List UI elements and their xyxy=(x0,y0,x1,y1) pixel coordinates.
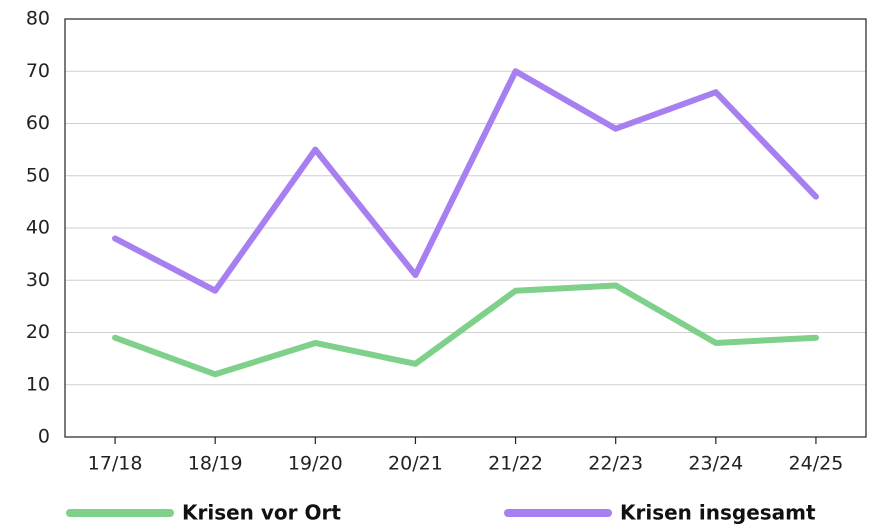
y-tick-label: 0 xyxy=(38,426,50,448)
x-tick-label: 23/24 xyxy=(688,453,743,475)
y-tick-label: 30 xyxy=(26,269,50,291)
y-tick-label: 10 xyxy=(26,373,50,395)
plot-frame xyxy=(64,18,867,438)
x-tick-label: 18/19 xyxy=(188,453,243,475)
line-series xyxy=(112,68,819,294)
x-tick-label: 20/21 xyxy=(388,453,443,475)
x-tick-label: 24/25 xyxy=(789,453,844,475)
x-tick-label: 21/22 xyxy=(488,453,543,475)
x-tick-label: 17/18 xyxy=(88,453,143,475)
y-tick-label: 50 xyxy=(26,164,50,186)
y-tick-label: 40 xyxy=(26,217,50,239)
y-tick-label: 80 xyxy=(26,8,50,30)
y-tick-label: 60 xyxy=(26,112,50,134)
y-tick-label: 70 xyxy=(26,60,50,82)
y-tick-label: 20 xyxy=(26,321,50,343)
x-tick-label: 22/23 xyxy=(588,453,643,475)
x-tick-label: 19/20 xyxy=(288,453,343,475)
line-series xyxy=(112,282,819,378)
legend-label: Krisen insgesamt xyxy=(620,501,816,525)
legend-label: Krisen vor Ort xyxy=(182,501,341,525)
